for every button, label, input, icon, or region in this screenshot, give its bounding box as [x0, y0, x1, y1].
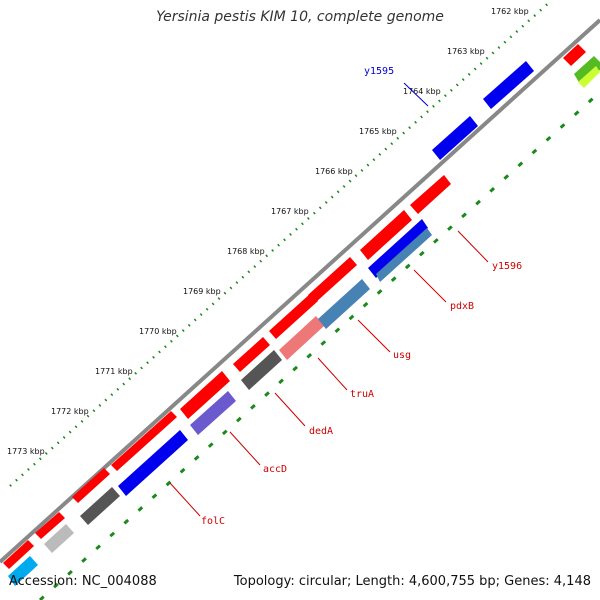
gene-arrow[interactable] [563, 44, 586, 66]
gene-arrow[interactable] [80, 487, 120, 525]
ruler-label: 1769 kbp [183, 287, 221, 296]
gene-arrow[interactable] [241, 350, 282, 390]
gene-label-y1596[interactable]: y1596 [492, 261, 522, 272]
gene-label-pdxB[interactable]: pdxB [450, 301, 474, 312]
gene-arrow[interactable] [308, 257, 357, 303]
ruler-label: 1765 kbp [359, 127, 397, 136]
gene-arrow[interactable] [279, 316, 324, 360]
gene-label-dedA[interactable]: dedA [309, 426, 333, 437]
ruler-label: 1773 kbp [7, 447, 45, 456]
gene-label-truA[interactable]: truA [350, 389, 374, 400]
ruler-label: 1772 kbp [51, 407, 89, 416]
gene-arrow[interactable] [578, 66, 600, 88]
gene-label-usg[interactable]: usg [393, 350, 411, 361]
gene-label-folC[interactable]: folC [201, 516, 225, 527]
outer-ruler [9, 0, 553, 487]
ruler-label: 1763 kbp [447, 47, 485, 56]
gene-arrow[interactable] [3, 540, 34, 569]
gene-arrow[interactable] [574, 56, 600, 84]
gene-arrow[interactable] [35, 512, 65, 539]
ruler-label: 1766 kbp [315, 167, 353, 176]
gene-arrow[interactable] [432, 116, 478, 160]
forward-strand-genes [3, 44, 586, 569]
gene-arrow[interactable] [190, 391, 236, 435]
gene-arrow[interactable] [318, 279, 370, 329]
genome-title: Yersinia pestis KIM 10, complete genome [156, 9, 444, 25]
gene-arrow[interactable] [376, 228, 432, 282]
gene-arrow[interactable] [180, 371, 230, 419]
gene-arrow[interactable] [8, 556, 38, 586]
gene-arrow[interactable] [233, 337, 270, 372]
reverse-strand-genes [8, 56, 600, 586]
gene-arrow[interactable] [111, 411, 177, 471]
gene-arrow[interactable] [269, 293, 318, 339]
gene-arrow[interactable] [410, 175, 451, 214]
ruler-label: 1768 kbp [227, 247, 265, 256]
gene-arrow[interactable] [118, 430, 188, 496]
gene-arrow[interactable] [72, 468, 110, 503]
gene-arrow[interactable] [360, 210, 412, 260]
ruler-label: 1770 kbp [139, 327, 177, 336]
ruler-label: 1767 kbp [271, 207, 309, 216]
ruler-label: 1771 kbp [95, 367, 133, 376]
gene-arrow[interactable] [368, 219, 428, 278]
gene-label-accD[interactable]: accD [263, 464, 287, 475]
ruler-label: 1762 kbp [491, 7, 529, 16]
genome-summary: Topology: circular; Length: 4,600,755 bp… [233, 574, 591, 589]
inner-ruler [38, 90, 600, 600]
gene-arrow[interactable] [44, 524, 74, 553]
gene-label-y1595[interactable]: y1595 [364, 66, 394, 77]
label-leaders [169, 82, 489, 517]
gene-arrow[interactable] [483, 61, 534, 109]
ruler-label: 1764 kbp [403, 87, 441, 96]
accession-text: Accession: NC_004088 [9, 574, 157, 589]
